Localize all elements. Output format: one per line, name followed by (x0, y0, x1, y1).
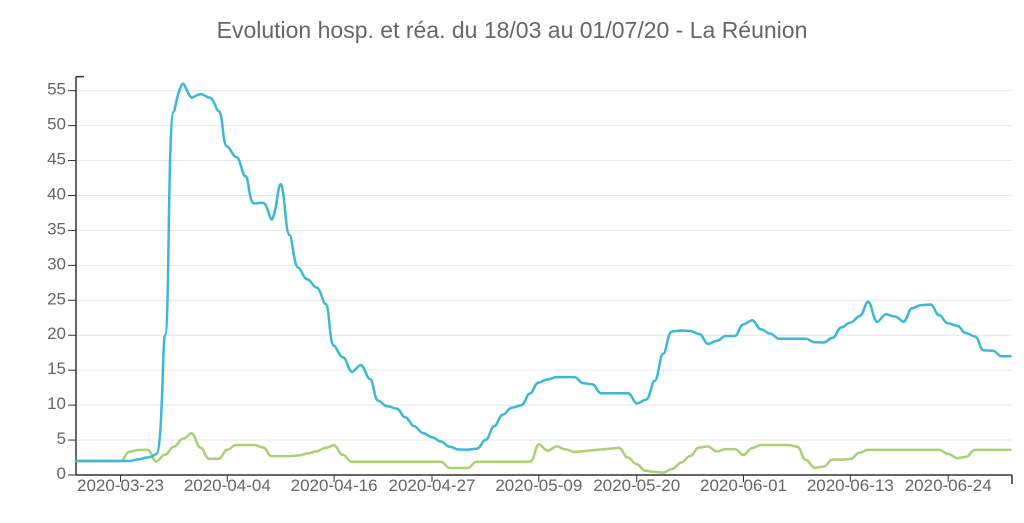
svg-text:5: 5 (57, 429, 66, 448)
svg-text:2020-03-23: 2020-03-23 (77, 476, 164, 495)
svg-text:35: 35 (47, 219, 66, 238)
svg-text:2020-04-04: 2020-04-04 (184, 476, 271, 495)
svg-text:25: 25 (47, 289, 66, 308)
svg-text:30: 30 (47, 254, 66, 273)
svg-text:20: 20 (47, 324, 66, 343)
svg-text:2020-05-20: 2020-05-20 (593, 476, 680, 495)
svg-text:45: 45 (47, 150, 66, 169)
svg-text:2020-06-01: 2020-06-01 (700, 476, 787, 495)
svg-text:0: 0 (57, 464, 66, 483)
svg-text:40: 40 (47, 184, 66, 203)
svg-text:2020-05-09: 2020-05-09 (495, 476, 582, 495)
svg-text:2020-04-27: 2020-04-27 (389, 476, 476, 495)
svg-text:2020-06-13: 2020-06-13 (807, 476, 894, 495)
svg-text:2020-06-24: 2020-06-24 (905, 476, 992, 495)
svg-text:10: 10 (47, 394, 66, 413)
svg-text:15: 15 (47, 359, 66, 378)
svg-text:50: 50 (47, 115, 66, 134)
svg-text:55: 55 (47, 80, 66, 99)
svg-text:2020-04-16: 2020-04-16 (291, 476, 378, 495)
